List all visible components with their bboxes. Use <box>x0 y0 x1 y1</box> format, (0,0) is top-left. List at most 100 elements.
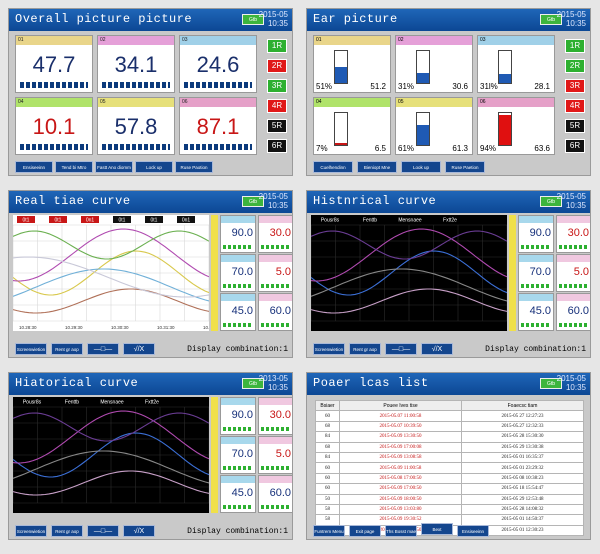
hist2-function-button-2[interactable]: —□— <box>87 525 119 537</box>
overall-function-button-3[interactable]: Lock up <box>135 161 173 173</box>
recovery-time: 2015-05 28 14:08:32 <box>461 503 584 516</box>
curve-channel-chip[interactable] <box>137 398 167 405</box>
real-channel-box-0[interactable]: 90.0 <box>220 215 256 253</box>
power-function-button-4[interactable]: Ensiseeinn <box>457 525 489 537</box>
hist2-function-button-3[interactable]: √/X <box>123 525 155 537</box>
relay-2r[interactable]: 2R <box>267 59 287 73</box>
bar-tile-04[interactable]: 04 7% 6.5 <box>313 97 391 155</box>
relay-4r[interactable]: 4R <box>267 99 287 113</box>
curve-channel-chip[interactable] <box>395 216 425 223</box>
hist2-channel-box-0[interactable]: 90.0 <box>220 397 256 435</box>
bar-relay-4r[interactable]: 4R <box>565 99 585 113</box>
hist1-function-button-0[interactable]: Screenwietion plenr <box>313 343 345 355</box>
curve-channel-chip[interactable] <box>97 398 127 405</box>
relay-5r[interactable]: 5R <box>267 119 287 133</box>
curve-channel-chip[interactable] <box>17 398 47 405</box>
table-row[interactable]: 58 2015-05.09 13:03:80 2015-05 28 14:08:32 <box>315 503 584 516</box>
bar-tile-02[interactable]: 02 31% 30.6 <box>395 35 473 93</box>
channel-alarm-strip <box>223 323 253 327</box>
bar-tile-06[interactable]: 06 94% 63.6 <box>477 97 555 155</box>
bar-function-button-3[interactable]: Ruse Paetion <box>445 161 485 173</box>
real-channel-box-5[interactable]: 60.0 <box>258 293 292 331</box>
curve-channel-chip[interactable] <box>355 216 385 223</box>
table-row[interactable]: 84 2015-05.09 13:08:58 2015-05 01 16:35:37 <box>315 451 584 464</box>
hist1-channel-box-0[interactable]: 90.0 <box>518 215 554 253</box>
overall-function-button-2[interactable]: Fastt Ano diomm <box>95 161 133 173</box>
relay-1r[interactable]: 1R <box>267 39 287 53</box>
bar-tile-03[interactable]: 03 31l% 28.1 <box>477 35 555 93</box>
hist1-channel-box-5[interactable]: 60.0 <box>556 293 590 331</box>
loss-time: 2015-05.07 11:00:58 <box>339 410 462 422</box>
overall-function-button-0[interactable]: Ensiseeinn <box>15 161 53 173</box>
curve-channel-chip[interactable] <box>177 216 195 223</box>
hist1-function-button-3[interactable]: √/X <box>421 343 453 355</box>
channel-alarm-strip <box>223 505 253 509</box>
real-function-button-2[interactable]: —□— <box>87 343 119 355</box>
real-channel-box-4[interactable]: 45.0 <box>220 293 256 331</box>
curve-channel-chip[interactable] <box>49 216 67 223</box>
curve-channel-chip[interactable] <box>145 216 163 223</box>
table-row[interactable]: 60 2015-05.08 17:00:50 2015-05 08 10:38:23 <box>315 472 584 485</box>
power-function-button-1[interactable]: Exit page <box>349 525 381 537</box>
hist2-channel-box-4[interactable]: 45.0 <box>220 475 256 513</box>
overall-tile-03[interactable]: 03 24.6 <box>179 35 257 93</box>
overall-tile-05[interactable]: 05 57.8 <box>97 97 175 155</box>
hist1-channel-box-4[interactable]: 45.0 <box>518 293 554 331</box>
channel-value: 60.0 <box>567 305 589 317</box>
bar-relay-6r[interactable]: 6R <box>565 139 585 153</box>
bar-tile-05[interactable]: 05 61% 61.3 <box>395 97 473 155</box>
bar-function-button-1[interactable]: Bieniopt Mne <box>357 161 397 173</box>
hist1-channel-box-2[interactable]: 70.0 <box>518 254 554 292</box>
bar-function-button-0[interactable]: Cuelhendinn <box>313 161 353 173</box>
table-row[interactable]: 68 2015-05.09 17:00:08 2015-05 29 13:30:38 <box>315 441 584 453</box>
hist2-channel-box-3[interactable]: 5.0 <box>258 436 292 474</box>
overall-tile-01[interactable]: 01 47.7 <box>15 35 93 93</box>
curve-channel-chip[interactable] <box>57 398 87 405</box>
overall-tile-06[interactable]: 06 87.1 <box>179 97 257 155</box>
real-channel-box-3[interactable]: 5.0 <box>258 254 292 292</box>
table-row[interactable]: 68 2015-05.07 10:39:50 2015-05.27 12:32:33 <box>315 420 584 433</box>
hist2-function-button-1[interactable]: Rent gr aop <box>51 525 83 537</box>
real-function-button-0[interactable]: Screenwietion plenr <box>15 343 47 355</box>
bar-relay-2r[interactable]: 2R <box>565 59 585 73</box>
curve-channel-chip[interactable] <box>113 216 131 223</box>
hist1-function-button-2[interactable]: —□— <box>385 343 417 355</box>
power-function-button-2[interactable]: Ths Bosst mae <box>385 525 417 537</box>
hist2-function-button-0[interactable]: Screenwietion plenr <box>15 525 47 537</box>
power-function-button-3[interactable]: Bext <box>421 523 453 535</box>
relay-3r[interactable]: 3R <box>267 79 287 93</box>
tile-header: 06 <box>180 98 256 107</box>
hist2-channel-box-2[interactable]: 70.0 <box>220 436 256 474</box>
curve-channel-chip[interactable] <box>315 216 345 223</box>
hist1-function-button-1[interactable]: Rent gr aop <box>349 343 381 355</box>
table-row[interactable]: 60 2015-05.07 11:00:58 2015-05 27 12:27:23 <box>315 410 584 422</box>
table-row[interactable]: 50 2015-05.09 18:00:50 2015-05 29 12:53:48 <box>315 493 584 505</box>
real-channel-box-2[interactable]: 70.0 <box>220 254 256 292</box>
hist1-channel-box-1[interactable]: 30.0 <box>556 215 590 253</box>
tile-value: 24.6 <box>196 52 240 77</box>
real-function-button-3[interactable]: √/X <box>123 343 155 355</box>
real-function-button-1[interactable]: Rent gr aop <box>51 343 83 355</box>
hist2-channel-box-1[interactable]: 30.0 <box>258 397 292 435</box>
level-percent: 61% <box>398 144 415 153</box>
bar-tile-01[interactable]: 01 51% 51.2 <box>313 35 391 93</box>
bar-function-button-2[interactable]: Look up <box>401 161 441 173</box>
bar-relay-1r[interactable]: 1R <box>565 39 585 53</box>
bar-relay-5r[interactable]: 5R <box>565 119 585 133</box>
power-function-button-0[interactable]: Funtrem Menu <box>313 525 345 537</box>
curve-channel-chip[interactable] <box>81 216 99 223</box>
overall-function-button-4[interactable]: Ruse Paotion <box>175 161 213 173</box>
overall-tile-02[interactable]: 02 34.1 <box>97 35 175 93</box>
overall-tile-04[interactable]: 04 10.1 <box>15 97 93 155</box>
curve-channel-chip[interactable] <box>435 216 465 223</box>
table-row[interactable]: 60 2015-05.09 11:00:58 2015-05 01 23:29:32 <box>315 462 584 474</box>
bar-relay-3r[interactable]: 3R <box>565 79 585 93</box>
hist1-channel-box-3[interactable]: 5.0 <box>556 254 590 292</box>
real-channel-box-1[interactable]: 30.0 <box>258 215 292 253</box>
relay-6r[interactable]: 6R <box>267 139 287 153</box>
hist2-channel-box-5[interactable]: 60.0 <box>258 475 292 513</box>
table-row[interactable]: 60 2015-05.09 17:00:50 2015-05 18 15:54:47 <box>315 483 584 495</box>
curve-channel-chip[interactable] <box>17 216 35 223</box>
overall-function-button-1[interactable]: Tend bi Mtro <box>55 161 93 173</box>
table-row[interactable]: 84 2015-05.09 13:30:50 2015-05 28 15:30:30 <box>315 431 584 443</box>
